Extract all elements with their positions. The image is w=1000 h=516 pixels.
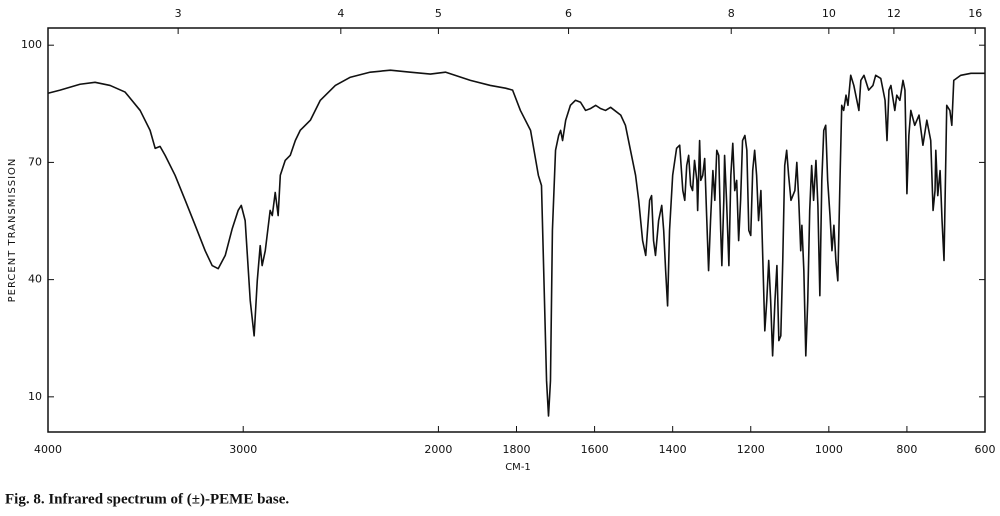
x-axis-label: CM-1 xyxy=(505,462,531,473)
x-tick-label: 3000 xyxy=(229,443,257,456)
x-tick-label: 1200 xyxy=(737,443,765,456)
caption: Fig. 8. Infrared spectrum of (±)-PEME ba… xyxy=(5,491,289,507)
spectrum-line xyxy=(47,69,985,417)
x-tick-label: 1400 xyxy=(659,443,687,456)
y-axis-label: PERCENT TRANSMISSION xyxy=(7,158,18,303)
x2-tick-label: 5 xyxy=(435,7,442,20)
y-tick-label: 100 xyxy=(21,38,42,51)
x-tick-label: 800 xyxy=(896,443,917,456)
y-tick-label: 40 xyxy=(28,273,42,286)
x2-tick-label: 6 xyxy=(565,7,572,20)
x2-tick-label: 10 xyxy=(822,7,836,20)
x-tick-label: 1800 xyxy=(503,443,531,456)
x-tick-label: 2000 xyxy=(424,443,452,456)
y-tick-label: 10 xyxy=(28,390,42,403)
x2-tick-label: 16 xyxy=(968,7,982,20)
x-tick-label: 600 xyxy=(975,443,996,456)
x2-tick-label: 8 xyxy=(728,7,735,20)
y-tick-label: 70 xyxy=(28,155,42,168)
x-tick-label: 4000 xyxy=(34,443,62,456)
x2-tick-label: 4 xyxy=(337,7,344,20)
x-tick-label: 1600 xyxy=(581,443,609,456)
x2-tick-label: 3 xyxy=(175,7,182,20)
x2-tick-label: 12 xyxy=(887,7,901,20)
x-tick-label: 1000 xyxy=(815,443,843,456)
